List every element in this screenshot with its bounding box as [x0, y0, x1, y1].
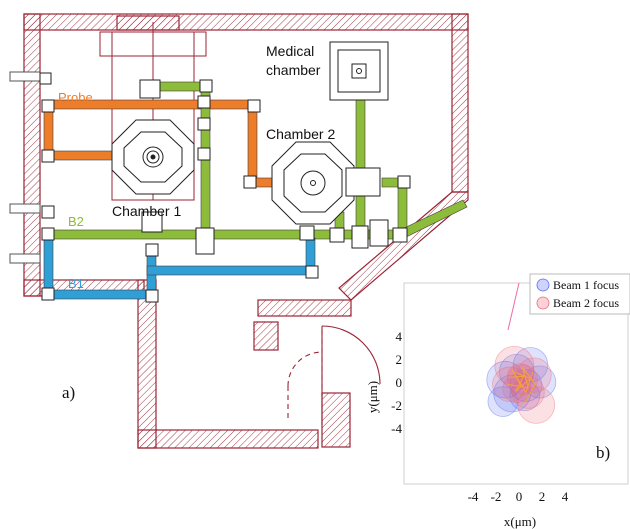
probe-pipe [247, 103, 258, 185]
beam1-focus-circle [512, 347, 549, 383]
b1-pipe [47, 289, 159, 300]
y-tick-label: 0 [396, 375, 403, 390]
panel-a-label: a) [62, 383, 75, 402]
b1-pipe [146, 265, 312, 276]
plot-frame [403, 282, 629, 485]
chamber-2 [271, 141, 381, 225]
b1-label: B1 [68, 276, 84, 291]
x-tick-label: -2 [491, 489, 502, 504]
wall-right [451, 13, 469, 193]
chamber1-table [99, 22, 207, 201]
wall-corridor-left [137, 279, 157, 449]
x-tick-label: -4 [468, 489, 479, 504]
panel-b-label: b) [596, 443, 610, 462]
door-block [321, 392, 351, 448]
wall-corridor-bottom [137, 429, 319, 449]
inlets [9, 71, 41, 264]
wall-step [257, 299, 352, 317]
beam2-focus-circle [517, 386, 556, 424]
medical-chamber [329, 41, 389, 101]
pillar [253, 321, 279, 351]
beam1-focus-circle [486, 360, 525, 399]
beam1-focus-circle [487, 386, 519, 417]
y-axis-label: y(μm) [365, 381, 380, 413]
beam-track [507, 282, 520, 331]
beam-tracks [507, 366, 536, 403]
legend-label-beam2: Beam 2 focus [553, 296, 619, 310]
b2-pipe [399, 199, 468, 240]
beam-track [507, 366, 536, 403]
x-tick-label: 0 [516, 489, 523, 504]
beam2-focus-circle [516, 357, 552, 393]
y-tick-label: -2 [391, 398, 402, 413]
b2-label: B2 [68, 214, 84, 229]
probe-label: Probe [58, 90, 93, 105]
x-tick-label: 4 [562, 489, 569, 504]
y-tick-label: 4 [396, 329, 403, 344]
junction-boxes [39, 72, 411, 303]
chamber2-label: Chamber 2 [266, 126, 335, 142]
x-ticks: -4 -2 0 2 4 [468, 489, 569, 504]
wall-cap-top [116, 15, 180, 31]
doors [287, 325, 381, 425]
legend: Beam 1 focus Beam 2 focus [529, 273, 630, 315]
legend-swatch-beam2 [536, 296, 550, 310]
b2-pipe [397, 185, 408, 235]
y-tick-label: 2 [396, 352, 403, 367]
medical-chamber-label-line1: Medical [266, 43, 314, 59]
lab-layout: Probe B2 B1 Chamber 1 Chamber 2 Medical … [9, 13, 469, 449]
y-ticks: 4 2 0 -2 -4 [391, 329, 402, 436]
medical-chamber-label-line2: chamber [266, 62, 321, 78]
focus-circles [486, 345, 557, 424]
b1-pipe [43, 235, 54, 297]
y-tick-label: -4 [391, 421, 402, 436]
legend-label-beam1: Beam 1 focus [553, 278, 619, 292]
x-tick-label: 2 [539, 489, 546, 504]
probe-pipe [47, 150, 119, 161]
beamline-b2 [47, 81, 468, 240]
focus-plot: -4 -2 0 2 4 4 2 0 -2 -4 x(μm) y(μm) Beam 1 focus… [365, 273, 630, 529]
legend-swatch-beam1 [536, 278, 550, 292]
x-axis-label: x(μm) [504, 514, 536, 529]
b2-pipe [47, 229, 399, 240]
b2-pipe [355, 97, 366, 235]
chamber1-label: Chamber 1 [112, 203, 181, 219]
wall-top [23, 13, 469, 31]
chamber-1 [111, 119, 195, 233]
